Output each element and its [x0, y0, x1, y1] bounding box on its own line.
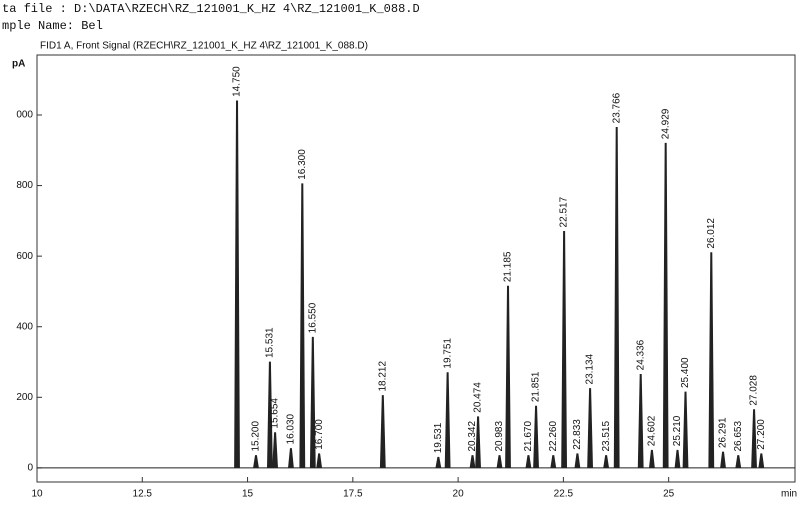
peak [309, 336, 316, 468]
peak [267, 361, 273, 468]
x-axis-label: min [781, 489, 797, 500]
peak [674, 449, 681, 468]
peak [735, 455, 742, 468]
peak-label: 27.028 [749, 375, 760, 406]
peak [525, 455, 532, 468]
peak [469, 455, 476, 468]
peak [533, 405, 539, 468]
file-line: ta file : D:\DATA\RZECH\RZ_121001_K_HZ 4… [2, 2, 420, 16]
y-axis-label: pA [12, 59, 25, 70]
peak-label: 16.700 [314, 419, 325, 450]
peak-label: 21.851 [531, 371, 542, 402]
peak-label: 15.531 [265, 327, 276, 358]
peak [316, 453, 323, 468]
plot-frame [36, 54, 796, 483]
peak-label: 27.200 [756, 419, 767, 450]
peak [444, 372, 451, 468]
peak-label: 16.300 [297, 149, 308, 180]
x-tick-label: 22.5 [554, 489, 574, 500]
peak [234, 100, 240, 468]
peak-label: 26.012 [706, 218, 717, 249]
y-tick-label: 200 [16, 392, 33, 403]
x-tick-label: 25 [663, 489, 675, 500]
x-tick-label: 10 [31, 489, 43, 500]
peak-label: 22.260 [548, 421, 559, 452]
peak-label: 20.474 [473, 382, 484, 413]
peak-label: 25.400 [680, 357, 691, 388]
x-tick-label: 20 [453, 489, 465, 500]
peak-label: 22.517 [559, 196, 570, 227]
y-tick-label: 0 [27, 463, 33, 474]
peak [574, 453, 581, 468]
peak-label: 26.653 [733, 421, 744, 452]
peak-label: 18.212 [377, 361, 388, 392]
x-tick-label: 15 [242, 489, 254, 500]
peak [758, 453, 765, 468]
peak-label: 19.531 [433, 422, 444, 453]
y-tick-label: 400 [16, 321, 33, 332]
peak [637, 373, 644, 468]
peak-label: 16.030 [286, 413, 297, 444]
peak [550, 455, 557, 468]
peak [603, 455, 610, 468]
peak-label: 23.766 [611, 92, 622, 123]
peak [649, 449, 655, 468]
peak-label: 14.750 [232, 66, 243, 97]
peak [708, 252, 715, 468]
x-tick-label: 12.5 [133, 489, 153, 500]
peak [288, 448, 294, 468]
peak [475, 416, 481, 468]
peak [299, 183, 306, 468]
chart-title: FID1 A, Front Signal (RZECH\RZ_121001_K_… [40, 41, 368, 52]
peak [662, 142, 669, 468]
peak [561, 231, 568, 468]
peak-label: 21.670 [523, 421, 534, 452]
peak [505, 285, 511, 468]
peak-label: 22.833 [572, 419, 583, 450]
peak-label: 21.185 [503, 251, 514, 282]
peak [587, 388, 593, 468]
peak [435, 456, 442, 468]
peak-label: 23.134 [585, 353, 596, 384]
peak [496, 455, 503, 468]
y-tick-label: 600 [16, 251, 33, 262]
peak-label: 20.342 [467, 421, 478, 452]
peak-label: 24.336 [635, 339, 646, 370]
x-tick-label: 17.5 [343, 489, 363, 500]
peak-label: 20.983 [494, 421, 505, 452]
peak-label: 24.929 [660, 108, 671, 139]
peak-label: 15.200 [251, 421, 262, 452]
peak [253, 455, 259, 468]
peak [751, 409, 757, 468]
sample-line: mple Name: Bel [2, 19, 103, 33]
y-tick-label: 800 [16, 180, 33, 191]
peak [720, 451, 726, 468]
peak-label: 25.210 [672, 415, 683, 446]
peak-label: 23.515 [601, 421, 612, 452]
peak [682, 391, 689, 468]
peak-label: 16.550 [307, 302, 318, 333]
peak-label: 26.291 [718, 417, 729, 448]
peak [613, 126, 620, 468]
peak-label: 24.602 [647, 415, 658, 446]
peak-label: 15.654 [270, 398, 281, 429]
y-tick-label: 000 [16, 110, 33, 121]
peak-label: 19.751 [442, 338, 453, 369]
peak [379, 395, 386, 468]
peak [272, 432, 278, 468]
